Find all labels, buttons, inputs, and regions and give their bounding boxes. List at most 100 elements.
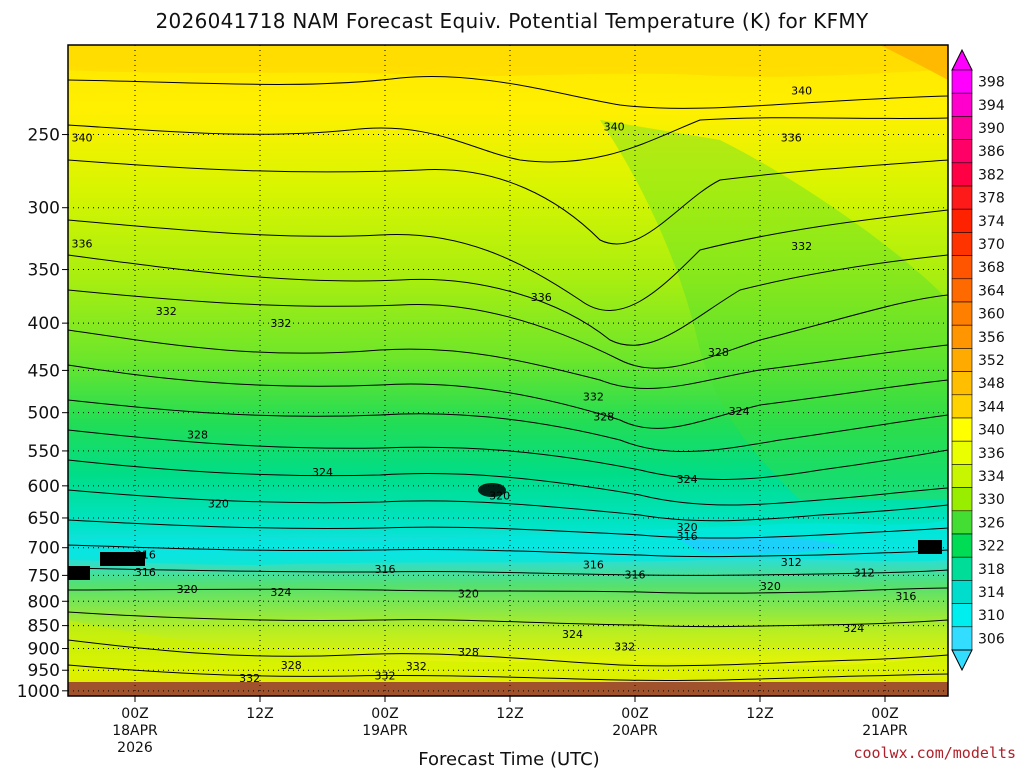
contour-labels: 340 340 340 336 336 336 332 332 332 332 328 328 328 3… xyxy=(72,84,917,685)
colorbar-swatch xyxy=(951,255,973,280)
contour-label: 332 xyxy=(406,660,427,673)
colorbar-swatch xyxy=(951,185,973,210)
colorbar-swatch xyxy=(951,580,973,604)
colorbar-level-label: 398 xyxy=(978,75,1005,91)
boundary-layer-warm xyxy=(68,620,948,696)
y-tick-label: 300 xyxy=(28,199,60,219)
contour-label: 328 xyxy=(187,429,208,442)
dotted-grid xyxy=(68,45,948,696)
contour-label: 320 xyxy=(208,498,229,511)
colorbar-level-label: 344 xyxy=(978,399,1005,415)
masked-region-2 xyxy=(68,566,90,580)
contour-label: 320 xyxy=(458,588,479,601)
contour-label: 332 xyxy=(791,240,812,253)
colorbar-swatch xyxy=(951,69,973,94)
colorbar-swatch xyxy=(951,232,973,256)
colorbar-level-label: 352 xyxy=(978,353,1005,369)
x-tick-label: 19APR xyxy=(362,723,408,739)
contour-label: 336 xyxy=(72,238,93,251)
y-tick-label: 350 xyxy=(28,261,60,281)
y-tick-label: 550 xyxy=(28,442,60,462)
x-tick-label: 18APR xyxy=(112,723,158,739)
colorbar-level-label: 310 xyxy=(978,608,1005,624)
x-tick-label: 12Z xyxy=(496,706,523,722)
plot-area: 340 340 340 336 336 336 332 332 332 332 328 328 328 3… xyxy=(67,44,949,697)
colorbar-level-label: 370 xyxy=(978,237,1005,253)
y-tick-label: 900 xyxy=(28,640,60,660)
contour-label: 324 xyxy=(312,466,333,479)
x-axis-label: Forecast Time (UTC) xyxy=(418,749,599,768)
contour-label: 316 xyxy=(583,559,604,572)
y-tick-label: 850 xyxy=(28,617,60,637)
contour-label: 316 xyxy=(375,563,396,576)
y-tick-label: 950 xyxy=(28,661,60,681)
contour-label: 328 xyxy=(281,659,302,672)
y-tick-label: 250 xyxy=(28,126,60,146)
y-tick-label: 600 xyxy=(28,477,60,497)
contour-label: 312 xyxy=(781,556,802,569)
y-tick-label: 450 xyxy=(28,361,60,381)
x-tick-label: 2026 xyxy=(117,740,153,756)
masked-region-1 xyxy=(100,552,145,566)
y-tick-label: 750 xyxy=(28,566,60,586)
contour-label: 320 xyxy=(489,490,510,503)
y-tick-label: 800 xyxy=(28,592,60,612)
colorbar-level-label: 314 xyxy=(978,585,1005,601)
low-theta-e-layer xyxy=(68,520,948,565)
x-tick-label: 00Z xyxy=(121,706,148,722)
x-tick-label: 00Z xyxy=(371,706,398,722)
colorbar-level-label: 340 xyxy=(978,423,1005,439)
colorbar-level-label: 336 xyxy=(978,446,1005,462)
drier-wedge xyxy=(600,120,948,500)
colorbar-swatch xyxy=(951,301,973,326)
contour-label: 320 xyxy=(677,521,698,534)
contour-label: 336 xyxy=(531,291,552,304)
colorbar-level-label: 374 xyxy=(978,214,1005,230)
y-tick-label: 650 xyxy=(28,509,60,529)
contour-label: 316 xyxy=(895,590,916,603)
colorbar-level-label: 386 xyxy=(978,144,1005,160)
upper-warm-band xyxy=(68,45,948,77)
contour-lines xyxy=(68,75,948,682)
contour-label: 324 xyxy=(843,622,864,635)
colorbar-swatch xyxy=(951,440,973,465)
contour-label: 332 xyxy=(614,640,635,653)
field-features xyxy=(68,45,948,696)
colorbar-swatch xyxy=(951,278,973,303)
colorbar-swatch xyxy=(951,487,973,512)
contour-label: 328 xyxy=(593,411,614,424)
colorbar-level-label: 356 xyxy=(978,330,1005,346)
colorbar-swatch xyxy=(951,208,973,233)
x-tick-label: 00Z xyxy=(621,706,648,722)
colorbar-level-label: 306 xyxy=(978,631,1005,647)
colorbar-level-label: 378 xyxy=(978,191,1005,207)
contour-label: 332 xyxy=(270,317,291,330)
colorbar-swatch xyxy=(951,464,973,488)
x-tick-label: 12Z xyxy=(246,706,273,722)
contour-label: 336 xyxy=(781,132,802,145)
colorbar-top-arrow xyxy=(951,48,973,71)
y-tick-label: 500 xyxy=(28,404,60,424)
colorbar-level-label: 360 xyxy=(978,307,1005,323)
colorbar-level-label: 318 xyxy=(978,562,1005,578)
colorbar-swatch xyxy=(951,139,973,164)
contour-label: 320 xyxy=(177,583,198,596)
colorbar-swatch xyxy=(951,92,973,117)
y-tick-label: 400 xyxy=(28,314,60,334)
colorbar-swatch xyxy=(951,394,973,419)
colorbar-swatch xyxy=(951,116,973,140)
y-tick-label: 700 xyxy=(28,539,60,559)
colorbar-level-label: 334 xyxy=(978,469,1005,485)
contour-label: 332 xyxy=(239,672,260,685)
contour-label: 316 xyxy=(135,549,156,562)
contour-label: 316 xyxy=(135,566,156,579)
contour-label: 328 xyxy=(708,346,729,359)
colorbar-level-label: 382 xyxy=(978,167,1005,183)
x-tick-label: 21APR xyxy=(862,723,908,739)
chart-title: 2026041718 NAM Forecast Equiv. Potential… xyxy=(156,9,869,33)
credit-text: coolwx.com/modelts xyxy=(853,744,1016,762)
x-tick-label: 00Z xyxy=(871,706,898,722)
colorbar-swatch xyxy=(951,626,973,651)
colorbar-level-label: 390 xyxy=(978,121,1005,137)
